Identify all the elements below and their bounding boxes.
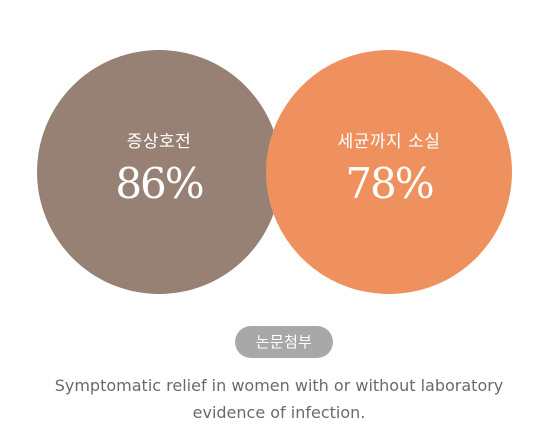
- bacteria-elimination-value: 78%: [345, 159, 434, 208]
- bacteria-elimination-circle: 세균까지 소실 78%: [266, 50, 512, 294]
- paper-attached-badge: 논문첨부: [235, 326, 333, 358]
- symptom-relief-label: 증상호전: [126, 132, 192, 152]
- bacteria-elimination-label: 세균까지 소실: [337, 132, 441, 152]
- study-caption: Symptomatic relief in women with or with…: [20, 372, 538, 426]
- caption-line-2: evidence of infection.: [192, 403, 366, 422]
- caption-line-1: Symptomatic relief in women with or with…: [54, 376, 504, 395]
- symptom-relief-value: 86%: [115, 159, 204, 208]
- symptom-relief-circle: 증상호전 86%: [37, 50, 281, 294]
